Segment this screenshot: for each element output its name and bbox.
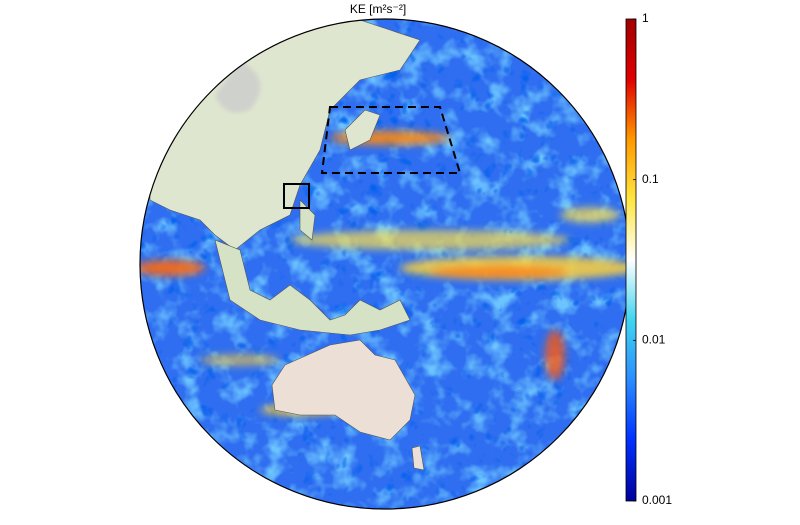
colorbar-scale xyxy=(625,18,637,502)
japan xyxy=(344,109,381,151)
luzon-strait-box xyxy=(283,183,310,209)
new-zealand xyxy=(411,445,425,471)
colorbar: 1 0.1 0.01 0.001 xyxy=(625,11,672,507)
colorbar-tick-label: 0.1 xyxy=(642,172,659,186)
colorbar-tick-label: 0.001 xyxy=(642,493,672,507)
philippines xyxy=(299,199,316,241)
australia xyxy=(271,339,416,441)
tibet-relief xyxy=(215,60,261,113)
colorbar-tick-label: 0.01 xyxy=(642,333,666,347)
colorbar-tick-label: 1 xyxy=(642,11,649,25)
energetic-currents xyxy=(140,131,630,416)
maritime-continent xyxy=(214,239,411,336)
kuroshio-region-box xyxy=(320,106,462,174)
map-title: KE [m²s⁻²] xyxy=(350,2,406,16)
